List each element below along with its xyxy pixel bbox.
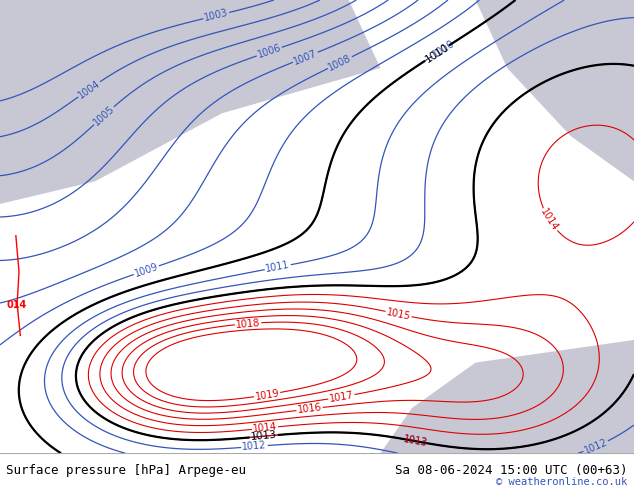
Text: 1017: 1017 [328,390,354,404]
Text: 1012: 1012 [583,437,609,456]
Text: 1018: 1018 [235,318,261,330]
Text: 1010: 1010 [424,42,451,64]
Text: 1013: 1013 [250,430,277,442]
Text: 014: 014 [6,300,27,310]
Text: Surface pressure [hPa] Arpege-eu: Surface pressure [hPa] Arpege-eu [6,464,247,477]
Text: 1005: 1005 [91,104,117,128]
Text: © weatheronline.co.uk: © weatheronline.co.uk [496,477,628,487]
Text: 1009: 1009 [133,262,160,279]
Text: 1007: 1007 [292,48,319,67]
Text: 1003: 1003 [204,8,230,24]
Text: 1014: 1014 [539,207,560,233]
Polygon shape [0,0,380,204]
Text: 1004: 1004 [76,78,102,100]
Polygon shape [476,0,634,181]
Text: 1008: 1008 [327,53,353,73]
Text: 1010: 1010 [430,38,456,60]
Text: 1016: 1016 [297,403,322,416]
Text: Sa 08-06-2024 15:00 UTC (00+63): Sa 08-06-2024 15:00 UTC (00+63) [395,464,628,477]
Text: 1015: 1015 [385,307,411,321]
Text: 1013: 1013 [403,434,429,448]
Text: 1006: 1006 [256,43,283,60]
Text: 1013: 1013 [403,434,429,448]
Text: 1019: 1019 [254,388,280,402]
Text: 1012: 1012 [242,441,267,452]
Polygon shape [380,340,634,453]
Text: 1011: 1011 [265,260,291,274]
Text: 1014: 1014 [252,422,278,434]
